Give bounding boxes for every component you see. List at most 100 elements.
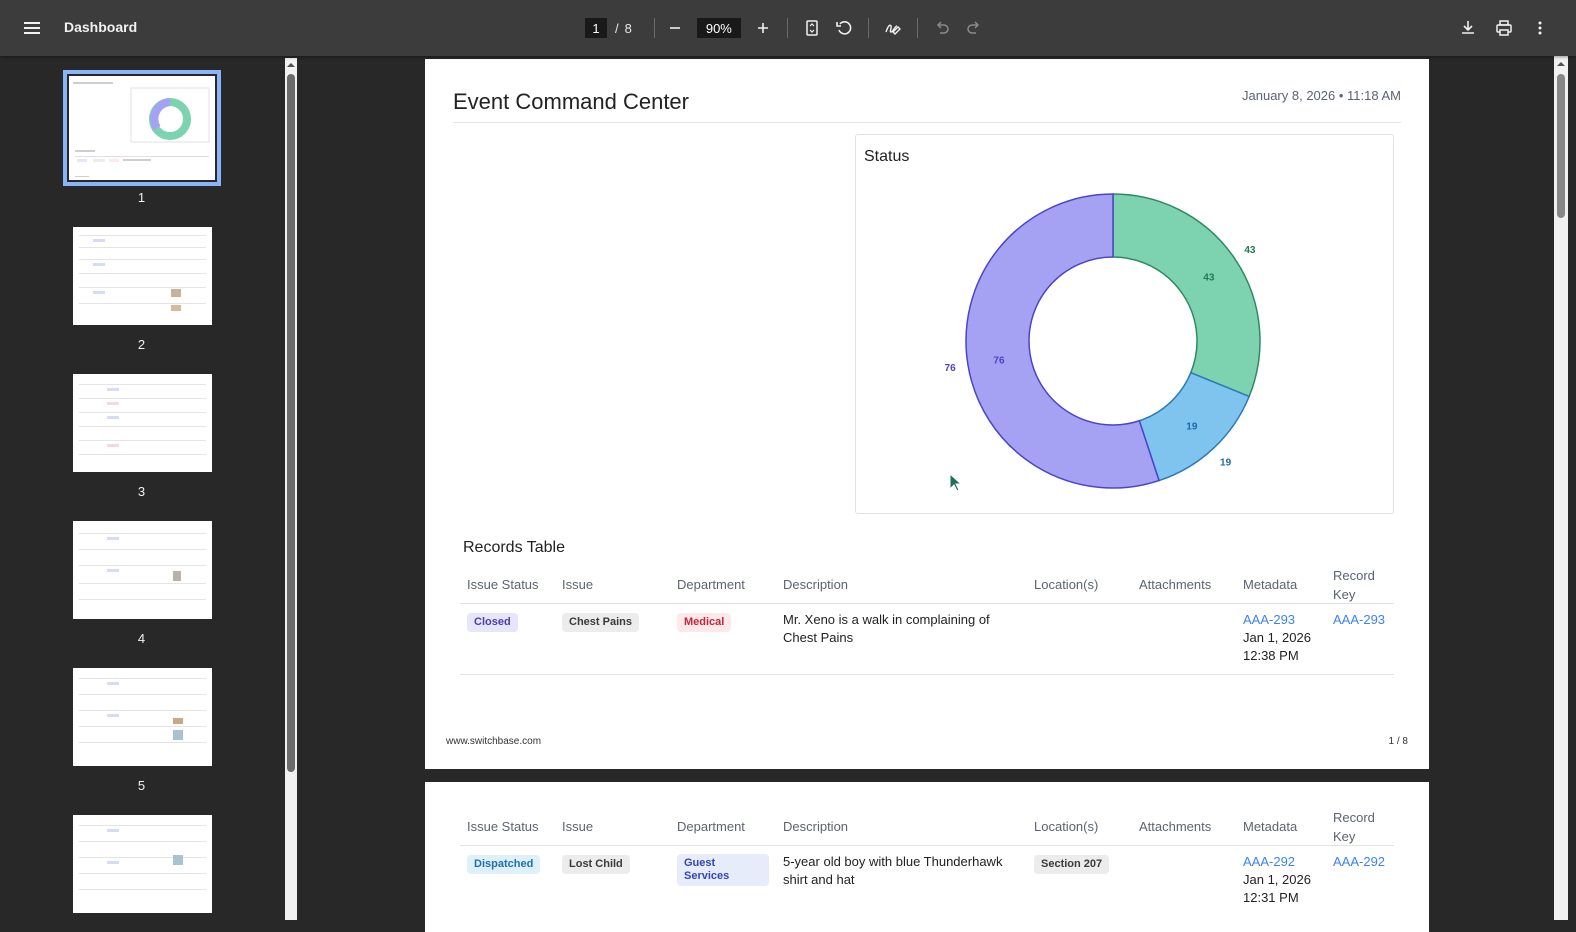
fit-page-button[interactable] bbox=[800, 16, 824, 40]
thumbnail-preview bbox=[79, 533, 206, 600]
download-button[interactable] bbox=[1456, 16, 1480, 40]
col-issue: Issue bbox=[562, 577, 594, 592]
page-number-input[interactable] bbox=[585, 18, 607, 38]
thumbnail-label: 2 bbox=[137, 337, 146, 352]
metadata-date: Jan 1, 2026 bbox=[1243, 872, 1311, 887]
thumbnail-preview bbox=[79, 825, 206, 890]
table-row: Closed Chest Pains Medical Mr. Xeno is a… bbox=[460, 604, 1394, 675]
fit-to-page-icon bbox=[806, 20, 818, 36]
col-metadata: Metadata bbox=[1243, 819, 1298, 834]
pen-icon bbox=[885, 24, 901, 35]
description-cell: 5-year old boy with blue Thunderhawk shi… bbox=[783, 854, 1003, 887]
col-department: Department bbox=[677, 577, 745, 592]
metadata-date: Jan 1, 2026 bbox=[1243, 630, 1311, 645]
col-locations: Location(s) bbox=[1034, 819, 1099, 834]
description-cell: Mr. Xeno is a walk in complaining of Che… bbox=[783, 612, 990, 645]
col-record-key: Record Key bbox=[1333, 810, 1375, 844]
pdf-page-1: Event Command Center January 8, 2026 • 1… bbox=[425, 59, 1429, 769]
issue-badge: Chest Pains bbox=[562, 613, 639, 632]
pdf-toolbar: Dashboard / 8 bbox=[0, 0, 1576, 56]
toolbar-divider bbox=[786, 18, 788, 38]
rotate-icon bbox=[836, 21, 852, 35]
slice-outer-label: 19 bbox=[1220, 458, 1232, 469]
donut-slice[interactable] bbox=[965, 193, 1161, 489]
col-issue: Issue bbox=[562, 819, 594, 834]
metadata-cell: AAA-292 Jan 1, 2026 12:31 PM bbox=[1243, 853, 1323, 907]
chart-title: Status bbox=[864, 148, 910, 165]
main-scrollbar[interactable] bbox=[1554, 56, 1568, 920]
annotate-button[interactable] bbox=[881, 16, 905, 40]
page-thumbnail-4[interactable] bbox=[73, 521, 212, 619]
report-datetime: January 8, 2026 • 11:18 AM bbox=[1242, 88, 1401, 103]
more-options-button[interactable] bbox=[1528, 16, 1552, 40]
thumbnail-label: 3 bbox=[137, 484, 146, 499]
record-key-link[interactable]: AAA-293 bbox=[1333, 612, 1386, 627]
donut-slice[interactable] bbox=[1112, 193, 1261, 398]
table-header: Issue Status Issue Department Descriptio… bbox=[460, 564, 1394, 604]
zoom-out-button[interactable] bbox=[663, 16, 687, 40]
document-title: Dashboard bbox=[64, 19, 138, 35]
slice-outer-label: 43 bbox=[1244, 245, 1256, 256]
scroll-up-arrow-icon[interactable] bbox=[285, 58, 297, 70]
more-vert-icon bbox=[1538, 21, 1542, 35]
slice-inner-label: 43 bbox=[1203, 273, 1215, 284]
toolbar-divider bbox=[653, 18, 655, 38]
metadata-time: 12:31 PM bbox=[1243, 890, 1299, 905]
download-icon bbox=[1462, 21, 1474, 34]
print-button[interactable] bbox=[1492, 16, 1516, 40]
col-issue-status: Issue Status bbox=[467, 819, 539, 834]
status-donut-chart: 43 43 19 19 76 76 bbox=[945, 193, 1261, 489]
mouse-cursor-icon bbox=[949, 473, 963, 492]
toolbar-divider bbox=[916, 18, 918, 38]
report-title: Event Command Center bbox=[453, 89, 689, 114]
page-thumbnail-1[interactable] bbox=[63, 70, 221, 186]
page-thumbnail-2[interactable] bbox=[73, 227, 212, 325]
menu-icon[interactable] bbox=[20, 16, 44, 40]
slice-inner-label: 19 bbox=[1186, 421, 1198, 432]
status-badge: Closed bbox=[467, 613, 518, 632]
metadata-time: 12:38 PM bbox=[1243, 648, 1299, 663]
pdf-page-2: Issue Status Issue Department Descriptio… bbox=[425, 782, 1429, 932]
record-key-link[interactable]: AAA-292 bbox=[1333, 854, 1386, 869]
footer-page-number: 1 / 8 bbox=[1388, 736, 1408, 747]
slice-outer-label: 76 bbox=[945, 363, 957, 374]
col-description: Description bbox=[783, 577, 849, 592]
sidebar-scrollbar[interactable] bbox=[285, 58, 297, 920]
col-department: Department bbox=[677, 819, 745, 834]
undo-icon bbox=[936, 21, 949, 34]
redo-icon bbox=[967, 21, 979, 34]
plus-icon bbox=[757, 23, 768, 33]
toolbar-divider bbox=[867, 18, 869, 38]
col-issue-status: Issue Status bbox=[467, 577, 539, 592]
thumbnail-preview bbox=[73, 82, 210, 177]
records-table-title: Records Table bbox=[463, 539, 565, 556]
issue-badge: Lost Child bbox=[562, 855, 630, 874]
main-scroll-thumb[interactable] bbox=[1557, 74, 1565, 218]
scroll-up-arrow-icon[interactable] bbox=[1554, 56, 1568, 70]
metadata-link[interactable]: AAA-292 bbox=[1243, 854, 1296, 869]
col-metadata: Metadata bbox=[1243, 577, 1298, 592]
zoom-input[interactable] bbox=[696, 18, 741, 38]
undo-button[interactable] bbox=[930, 16, 954, 40]
zoom-in-button[interactable] bbox=[751, 16, 775, 40]
status-badge: Dispatched bbox=[467, 855, 541, 874]
thumbnail-preview bbox=[79, 678, 206, 743]
thumbnail-sidebar: 1 2 3 4 5 bbox=[0, 56, 298, 920]
total-pages: 8 bbox=[624, 20, 632, 36]
footer-website: www.switchbase.com bbox=[446, 736, 542, 747]
redo-button[interactable] bbox=[962, 16, 986, 40]
thumbnail-label: 1 bbox=[137, 190, 146, 205]
page-thumbnail-5[interactable] bbox=[73, 668, 212, 766]
page-separator: / bbox=[615, 20, 619, 36]
page-thumbnail-6[interactable] bbox=[73, 815, 212, 913]
metadata-link[interactable]: AAA-293 bbox=[1243, 612, 1296, 627]
sidebar-scroll-thumb[interactable] bbox=[287, 74, 295, 772]
rotate-button[interactable] bbox=[832, 16, 856, 40]
toolbar-actions bbox=[1456, 16, 1552, 40]
slice-inner-label: 76 bbox=[993, 355, 1005, 366]
page-thumbnail-3[interactable] bbox=[73, 374, 212, 472]
table-header: Issue Status Issue Department Descriptio… bbox=[460, 806, 1394, 846]
col-record-key: Record Key bbox=[1333, 568, 1375, 602]
thumbnail-label: 5 bbox=[137, 778, 146, 793]
col-attachments: Attachments bbox=[1139, 819, 1212, 834]
